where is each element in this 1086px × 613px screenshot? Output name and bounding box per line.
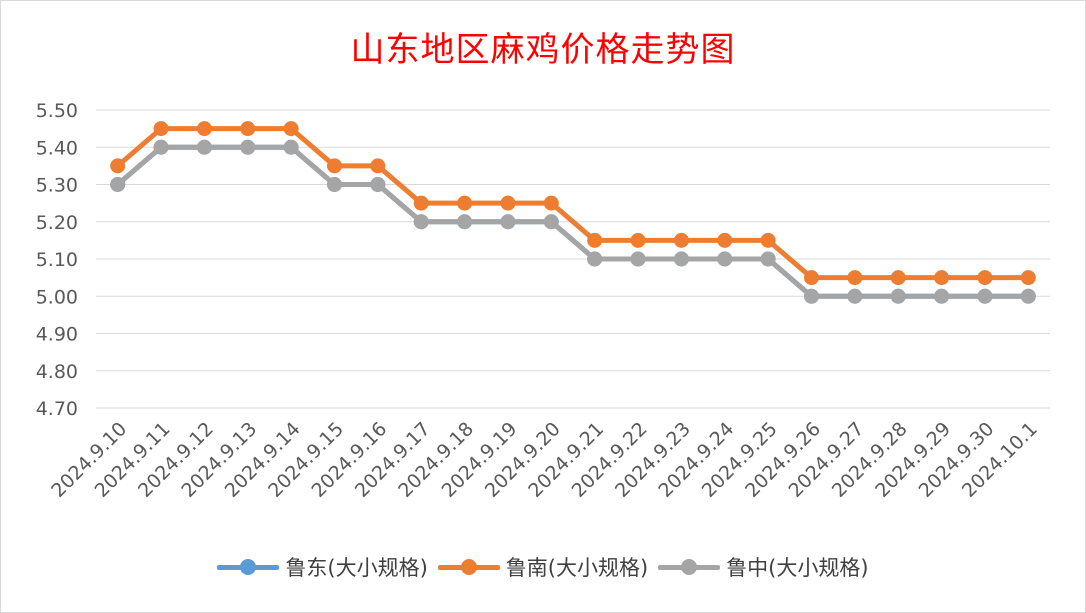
data-point [847,270,863,286]
data-point [413,195,429,211]
data-point [196,139,212,155]
data-point [717,251,733,267]
y-tick-label: 4.70 [36,398,78,420]
data-point [543,195,559,211]
data-point [457,195,473,211]
data-point [283,121,299,137]
legend-swatch [658,557,721,577]
data-point [804,270,819,286]
y-tick-label: 5.10 [36,249,78,271]
y-tick-label: 5.20 [36,212,78,234]
legend-entry: 鲁东(大小规格) [217,552,428,582]
data-point [934,288,950,304]
chart-title: 山东地区麻鸡价格走势图 [350,30,736,70]
data-point [327,177,342,192]
data-point [1020,288,1036,304]
data-point [847,288,863,304]
y-tick-label: 4.80 [36,361,78,383]
data-point [977,270,993,286]
y-tick-label: 4.90 [36,324,78,346]
legend-swatch [437,557,500,577]
data-point [1020,270,1036,286]
y-tick-label: 5.00 [36,286,78,308]
legend-entry: 鲁中(大小规格) [658,552,869,582]
data-point [110,177,126,192]
data-point [196,121,212,137]
data-point [977,288,993,304]
data-point [630,251,646,267]
data-point [153,139,169,155]
y-tick-label: 5.50 [36,100,78,122]
legend-label: 鲁南(大小规格) [505,556,649,580]
data-point [370,177,386,192]
data-point [110,158,126,174]
data-point [543,214,559,230]
data-point [413,214,429,230]
data-point [760,232,776,248]
data-point [890,270,906,286]
data-point [153,121,169,137]
legend-label: 鲁中(大小规格) [726,556,869,580]
data-point [370,158,386,174]
data-point [760,251,776,267]
data-point [804,288,819,304]
data-point [890,288,906,304]
data-point [457,214,473,230]
series-line [115,126,1031,281]
data-point [673,251,689,267]
legend-label: 鲁东(大小规格) [285,556,428,580]
data-point [673,232,689,248]
data-point [240,139,256,155]
data-point [500,214,516,230]
data-point [500,195,516,211]
chart-legend: 鲁东(大小规格) 鲁南(大小规格) 鲁中(大小规格) [0,552,1086,582]
data-point [717,232,733,248]
data-point [587,251,603,267]
data-point [240,121,256,137]
data-point [630,232,646,248]
data-point [934,270,950,286]
data-point [327,158,342,174]
data-point [283,139,299,155]
y-tick-label: 5.40 [36,137,78,159]
series-line [115,144,1031,299]
legend-swatch [217,557,280,577]
data-point [587,232,603,248]
legend-entry: 鲁南(大小规格) [437,552,649,582]
y-tick-label: 5.30 [36,175,78,197]
